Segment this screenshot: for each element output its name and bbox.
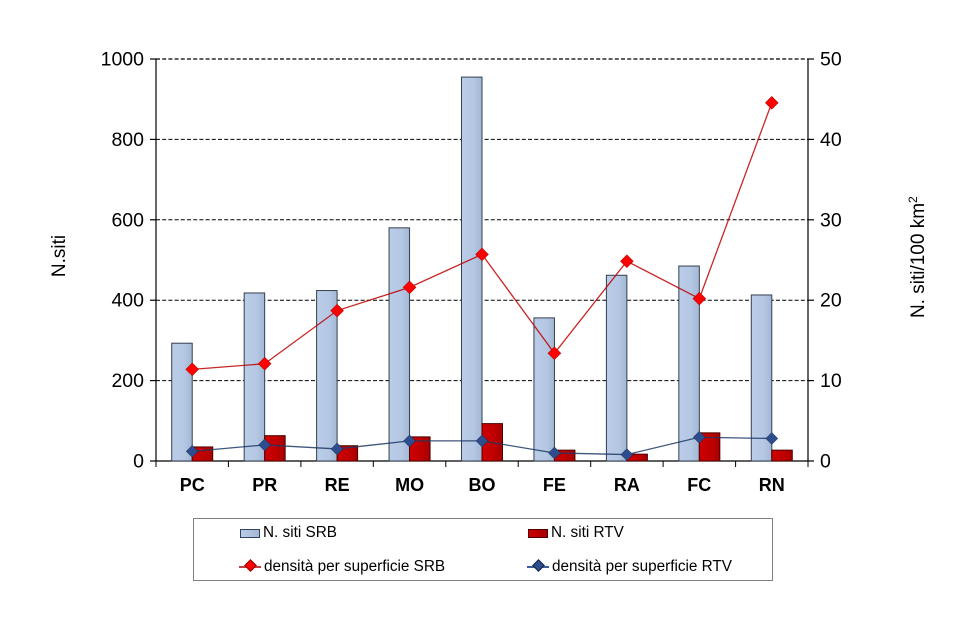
svg-text:MO: MO	[395, 475, 424, 495]
svg-text:PR: PR	[252, 475, 277, 495]
svg-text:0: 0	[820, 451, 831, 473]
svg-text:0: 0	[133, 451, 144, 473]
svg-text:BO: BO	[469, 475, 496, 495]
svg-text:FE: FE	[543, 475, 566, 495]
svg-text:1000: 1000	[101, 49, 145, 71]
svg-text:600: 600	[111, 209, 144, 231]
svg-text:400: 400	[111, 290, 144, 312]
svg-text:20: 20	[820, 290, 842, 312]
svg-text:800: 800	[111, 129, 144, 151]
svg-text:50: 50	[820, 49, 842, 71]
svg-text:30: 30	[820, 209, 842, 231]
svg-text:10: 10	[820, 370, 842, 392]
svg-text:40: 40	[820, 129, 842, 151]
svg-text:FC: FC	[687, 475, 711, 495]
svg-text:200: 200	[111, 370, 144, 392]
svg-text:RN: RN	[759, 475, 785, 495]
svg-text:RE: RE	[325, 475, 350, 495]
svg-text:RA: RA	[614, 475, 640, 495]
svg-text:PC: PC	[180, 475, 205, 495]
